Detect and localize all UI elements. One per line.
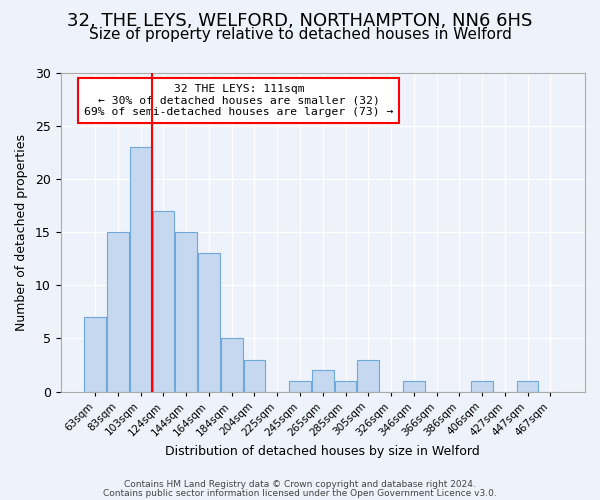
- Text: Contains public sector information licensed under the Open Government Licence v3: Contains public sector information licen…: [103, 488, 497, 498]
- Bar: [517, 381, 538, 392]
- Bar: [471, 381, 493, 392]
- Bar: [335, 381, 356, 392]
- Bar: [221, 338, 242, 392]
- Bar: [175, 232, 197, 392]
- Bar: [198, 254, 220, 392]
- Bar: [358, 360, 379, 392]
- Bar: [312, 370, 334, 392]
- Text: Contains HM Land Registry data © Crown copyright and database right 2024.: Contains HM Land Registry data © Crown c…: [124, 480, 476, 489]
- Bar: [107, 232, 129, 392]
- Text: 32 THE LEYS: 111sqm
← 30% of detached houses are smaller (32)
69% of semi-detach: 32 THE LEYS: 111sqm ← 30% of detached ho…: [84, 84, 394, 117]
- X-axis label: Distribution of detached houses by size in Welford: Distribution of detached houses by size …: [166, 444, 480, 458]
- Bar: [289, 381, 311, 392]
- Bar: [403, 381, 425, 392]
- Y-axis label: Number of detached properties: Number of detached properties: [15, 134, 28, 330]
- Bar: [130, 147, 152, 392]
- Bar: [85, 317, 106, 392]
- Bar: [152, 211, 174, 392]
- Text: Size of property relative to detached houses in Welford: Size of property relative to detached ho…: [89, 28, 511, 42]
- Bar: [244, 360, 265, 392]
- Text: 32, THE LEYS, WELFORD, NORTHAMPTON, NN6 6HS: 32, THE LEYS, WELFORD, NORTHAMPTON, NN6 …: [67, 12, 533, 30]
